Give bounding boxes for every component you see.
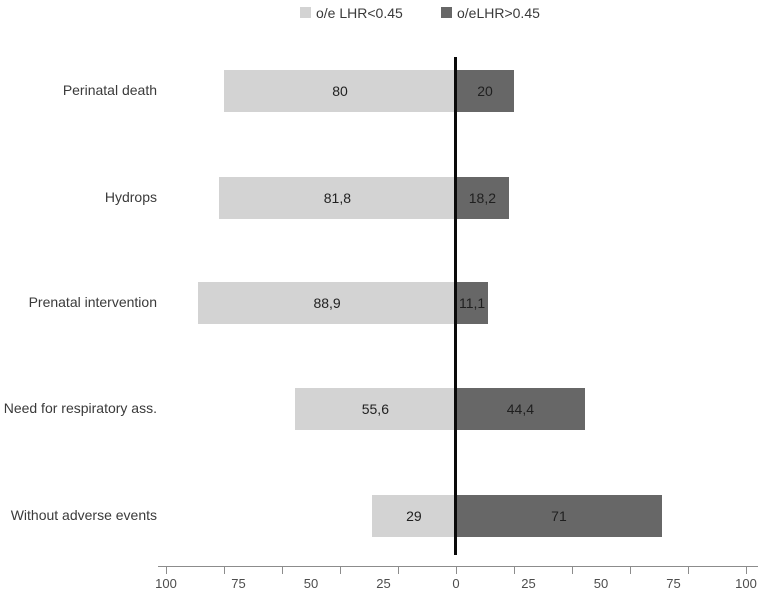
x-axis-tick (688, 566, 689, 574)
legend-label: o/eLHR>0.45 (457, 5, 540, 21)
x-axis-tick (572, 566, 573, 574)
bar-value-label: 44,4 (506, 401, 534, 417)
bar-left-5: 29 (371, 495, 456, 537)
x-axis-tick (340, 566, 341, 574)
x-axis-tick-label: 50 (303, 576, 319, 591)
zero-axis-line (454, 57, 457, 555)
bar-value-label: 18,2 (468, 190, 496, 206)
x-axis-tick-label: 75 (666, 576, 681, 591)
bar-value-label: 29 (406, 508, 422, 524)
bar-value-label: 71 (551, 508, 567, 524)
category-label: Hydrops (104, 189, 157, 205)
category-label: Perinatal death (62, 82, 157, 98)
x-axis-tick-label: 75 (231, 576, 246, 591)
x-axis-line (158, 566, 758, 567)
bar-right-2: 18,2 (456, 177, 509, 219)
bar-left-3: 88,9 (198, 282, 456, 324)
x-axis-tick (224, 566, 225, 574)
bar-left-2: 81,8 (218, 177, 456, 219)
category-label: Without adverse events (10, 507, 157, 523)
legend-label: o/e LHR<0.45 (316, 5, 403, 21)
bar-right-1: 20 (456, 70, 514, 112)
x-axis-tick (630, 566, 631, 574)
legend-swatch-dark-icon (441, 7, 452, 18)
bar-value-label: 11,1 (458, 295, 486, 311)
bar-right-3: 11,1 (456, 282, 489, 324)
bar-value-label: 20 (477, 83, 493, 99)
bar-left-4: 55,6 (294, 388, 456, 430)
x-axis-tick (282, 566, 283, 574)
bar-right-5: 71 (456, 495, 662, 537)
x-axis-tick-label: 50 (593, 576, 609, 591)
x-axis-tick (456, 566, 457, 574)
legend: o/e LHR<0.45 o/eLHR>0.45 (0, 0, 759, 24)
x-axis-tick (746, 566, 747, 574)
x-axis-tick-label: 100 (735, 576, 757, 591)
x-axis-tick (514, 566, 515, 574)
bar-value-label: 55,6 (361, 401, 389, 417)
bar-value-label: 88,9 (313, 295, 341, 311)
x-axis-tick-label: 25 (376, 576, 391, 591)
x-axis-tick-label: 0 (452, 576, 460, 591)
bar-value-label: 81,8 (323, 190, 351, 206)
bar-value-label: 80 (332, 83, 348, 99)
bar-left-1: 80 (224, 70, 456, 112)
x-axis-tick-label: 25 (521, 576, 536, 591)
x-axis-tick (398, 566, 399, 574)
bar-right-4: 44,4 (456, 388, 585, 430)
category-label: Need for respiratory ass. (3, 400, 157, 416)
category-label: Prenatal intervention (28, 294, 157, 310)
x-axis-tick-label: 100 (155, 576, 177, 591)
legend-swatch-light-icon (300, 7, 311, 18)
x-axis-tick (166, 566, 167, 574)
